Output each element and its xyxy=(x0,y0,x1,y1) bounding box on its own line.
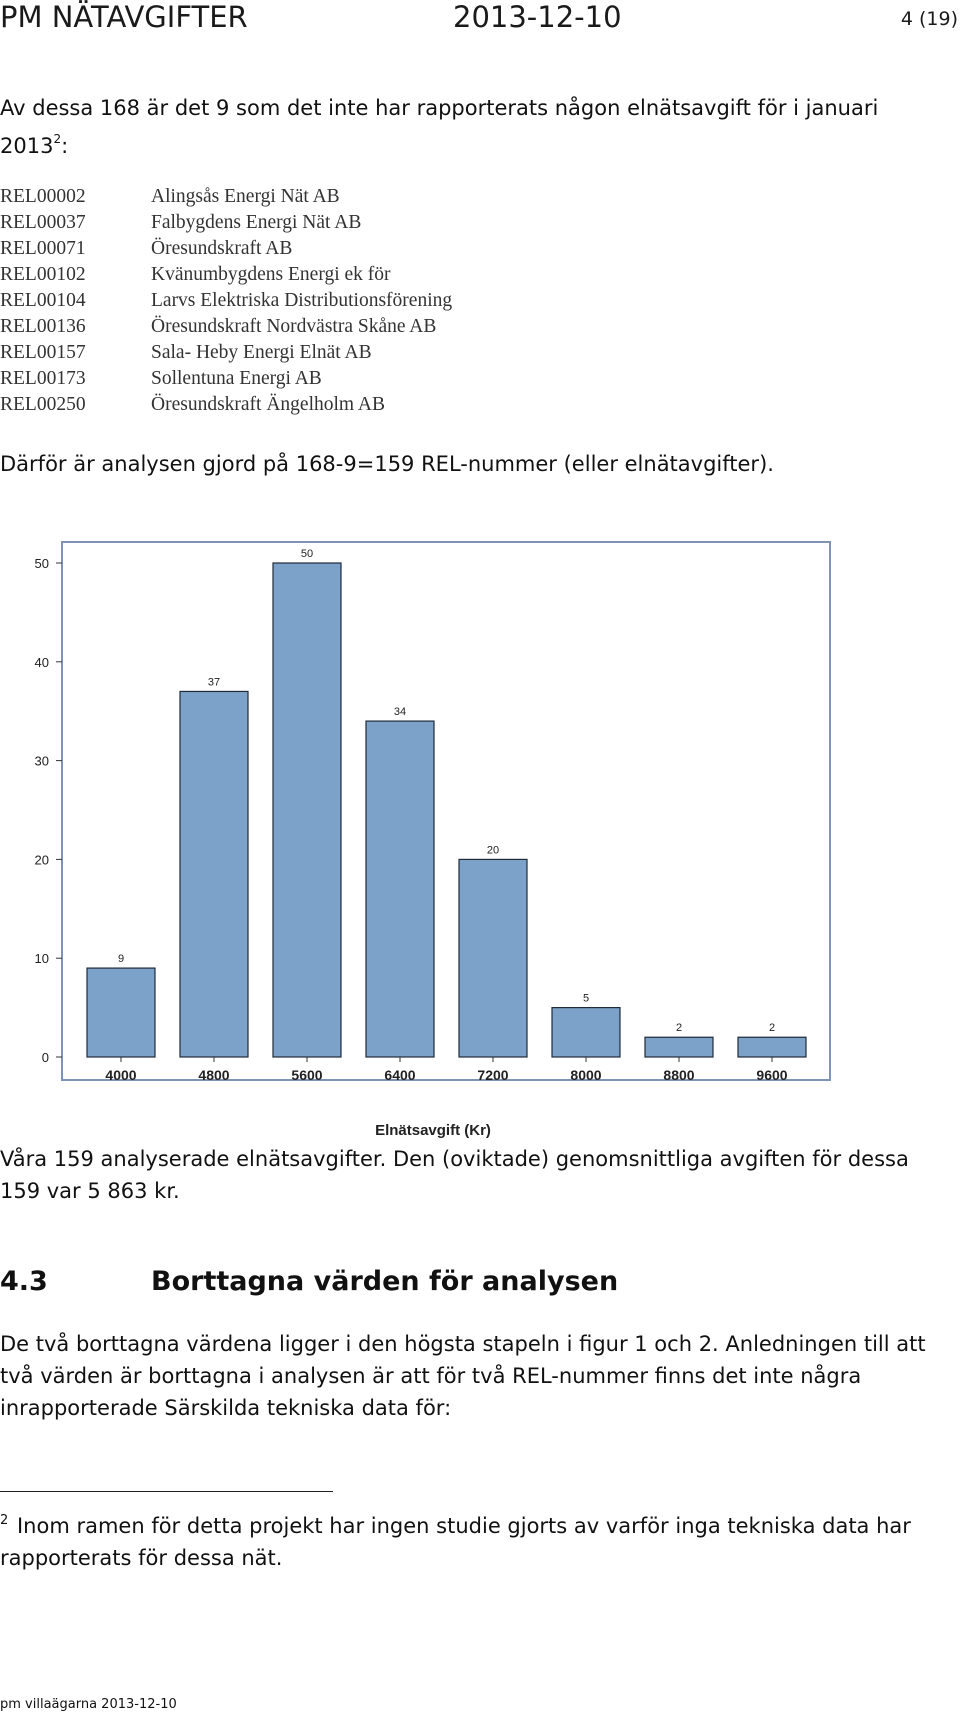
x-tick-label: 4000 xyxy=(105,1067,136,1083)
rel-id: REL00157 xyxy=(0,342,86,363)
x-tick-label: 4800 xyxy=(198,1067,229,1083)
x-tick-label: 7200 xyxy=(477,1067,508,1083)
y-tick-label: 20 xyxy=(35,852,49,867)
histogram-chart: 0 10 20 30 40 50 9 4000 37 4800 50 5600 34 6400 20 7200… xyxy=(0,530,840,1144)
bar xyxy=(86,967,156,1058)
footnote: 2 Inom ramen för detta projekt har ingen… xyxy=(0,1505,950,1574)
section-paragraph: De två borttagna värdena ligger i den hö… xyxy=(0,1332,926,1420)
conclusion-text: Därför är analysen gjord på 168-9=159 RE… xyxy=(0,452,774,476)
intro-text: Av dessa 168 är det 9 som det inte har r… xyxy=(0,96,879,158)
footnote-text: Inom ramen för detta projekt har ingen s… xyxy=(0,1514,911,1570)
figure-caption: Våra 159 analyserade elnätsavgifter. Den… xyxy=(0,1147,909,1203)
chart-svg: 0 10 20 30 40 50 9 4000 37 4800 50 5600 34 6400 20 7200… xyxy=(35,541,831,1139)
data-label: 20 xyxy=(487,844,499,856)
intro-colon: : xyxy=(61,134,69,158)
x-tick-label: 8000 xyxy=(570,1067,601,1083)
bar xyxy=(179,690,249,1058)
rel-name: Öresundskraft AB xyxy=(151,238,293,259)
section-heading: Borttagna värden för analysen xyxy=(151,1266,619,1297)
rel-id: REL00071 xyxy=(0,238,86,259)
bar xyxy=(737,1036,807,1058)
data-label: 2 xyxy=(769,1022,775,1034)
data-label: 37 xyxy=(208,676,220,688)
x-tick-label: 9600 xyxy=(756,1067,787,1083)
rel-name: Falbygdens Energi Nät AB xyxy=(151,212,362,233)
x-tick-label: 5600 xyxy=(291,1067,322,1083)
rel-id: REL00250 xyxy=(0,394,86,415)
footnote-divider xyxy=(0,1491,333,1492)
chart-frame xyxy=(61,541,831,1081)
y-tick-label: 50 xyxy=(35,556,49,571)
y-tick-label: 30 xyxy=(35,754,49,769)
document-date: 2013-12-10 xyxy=(453,0,622,34)
x-axis-label: Elnätsavgift (Kr) xyxy=(375,1122,491,1139)
rel-id: REL00037 xyxy=(0,212,86,233)
intro-paragraph: Av dessa 168 är det 9 som det inte har r… xyxy=(0,93,950,162)
rel-name: Sollentuna Energi AB xyxy=(151,368,322,389)
rel-name: Sala- Heby Energi Elnät AB xyxy=(151,342,372,363)
rel-name: Öresundskraft Ängelholm AB xyxy=(151,394,385,415)
y-tick-label: 40 xyxy=(35,655,49,670)
section-number: 4.3 xyxy=(0,1266,48,1297)
footnote-ref[interactable]: 2 xyxy=(53,132,62,146)
y-tick-label: 10 xyxy=(35,951,49,966)
data-label: 34 xyxy=(394,706,406,718)
rel-name: Kvänumbygdens Energi ek för xyxy=(151,264,391,285)
rel-name: Alingsås Energi Nät AB xyxy=(151,186,340,207)
bar xyxy=(551,1007,621,1058)
data-label: 5 xyxy=(583,993,589,1005)
rel-id: REL00173 xyxy=(0,368,86,389)
footnote-number: 2 xyxy=(0,1513,9,1528)
data-label: 50 xyxy=(301,548,313,560)
bar xyxy=(365,720,435,1058)
x-tick-label: 6400 xyxy=(384,1067,415,1083)
bar xyxy=(458,858,528,1058)
x-tick-label: 8800 xyxy=(663,1067,694,1083)
data-label: 9 xyxy=(118,953,124,965)
page-number: 4 (19) xyxy=(900,8,958,30)
page-footer: pm villaägarna 2013-12-10 xyxy=(0,1697,177,1712)
rel-id: REL00102 xyxy=(0,264,86,285)
page-header: PM NÄTAVGIFTER 2013-12-10 4 (19) xyxy=(0,0,960,40)
rel-id: REL00136 xyxy=(0,316,86,337)
bar xyxy=(644,1036,714,1058)
rel-name: Öresundskraft Nordvästra Skåne AB xyxy=(151,316,437,337)
rel-id: REL00002 xyxy=(0,186,86,207)
document-title: PM NÄTAVGIFTER xyxy=(0,0,248,34)
bar xyxy=(272,562,342,1058)
rel-id: REL00104 xyxy=(0,290,86,311)
rel-name: Larvs Elektriska Distributionsförening xyxy=(151,290,453,311)
y-tick-label: 0 xyxy=(42,1050,49,1065)
data-label: 2 xyxy=(676,1022,682,1034)
